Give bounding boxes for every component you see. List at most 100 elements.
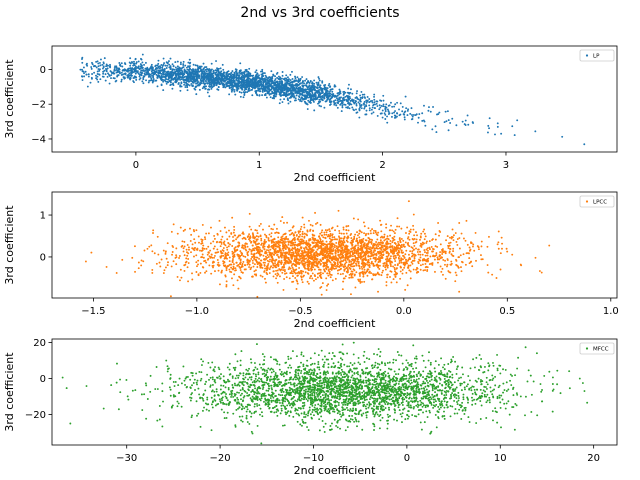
lpcc-point <box>391 246 394 249</box>
lp-point <box>207 88 210 91</box>
lp-point <box>496 122 499 125</box>
lp-point <box>202 68 205 71</box>
lp-point <box>366 99 369 102</box>
lpcc-point <box>346 268 349 271</box>
lp-point <box>321 87 323 90</box>
lpcc-point <box>423 228 426 231</box>
lp-point <box>182 60 185 63</box>
lpcc-point <box>380 253 383 256</box>
lp-point <box>147 75 150 78</box>
lp-point <box>299 93 302 96</box>
lpcc-point <box>350 263 353 266</box>
lp-point <box>130 73 133 76</box>
lpcc-point <box>373 253 376 256</box>
lpcc-point <box>409 228 412 231</box>
lp-point <box>343 99 346 102</box>
lp-point <box>133 64 136 67</box>
lpcc-point <box>442 273 444 276</box>
lp-point <box>321 98 324 101</box>
lpcc-point <box>268 260 271 263</box>
lp-point <box>204 85 206 88</box>
lpcc-point <box>250 240 253 243</box>
lp-point <box>307 86 310 88</box>
lp-point <box>232 78 235 81</box>
lpcc-point <box>359 281 362 284</box>
lp-point <box>309 100 312 103</box>
lpcc-point <box>252 247 255 250</box>
lp-point <box>144 61 147 64</box>
lp-point <box>203 70 206 73</box>
lpcc-point <box>349 272 352 275</box>
lp-point <box>355 103 358 105</box>
lp-point <box>169 75 172 78</box>
lp-point <box>99 64 102 67</box>
lpcc-point <box>268 233 271 236</box>
lp-point <box>534 130 537 133</box>
lp-point <box>163 68 166 70</box>
lpcc-point <box>259 234 262 237</box>
lp-point <box>284 85 287 88</box>
lp-point <box>346 99 349 102</box>
lp-point <box>294 77 297 80</box>
lp-point <box>182 64 185 66</box>
lp-point <box>332 93 335 96</box>
lpcc-point <box>431 250 434 253</box>
lpcc-point <box>332 248 335 250</box>
lp-point <box>267 92 270 95</box>
lp-point <box>235 70 238 73</box>
lp-point <box>325 100 328 102</box>
lpcc-point <box>333 236 336 239</box>
lp-point <box>102 61 105 64</box>
lpcc-point <box>336 238 338 241</box>
lpcc-point <box>208 264 211 267</box>
lp-point <box>162 80 165 83</box>
lpcc-point <box>263 270 266 273</box>
lp-point <box>319 87 322 90</box>
lp-point <box>285 81 288 84</box>
lpcc-point <box>327 274 330 277</box>
lp-point <box>93 64 96 67</box>
lpcc-point <box>370 241 373 244</box>
lp-point <box>186 86 189 89</box>
lp-point <box>90 66 93 69</box>
lpcc-point <box>179 279 181 282</box>
lp-point <box>102 72 105 75</box>
lpcc-point <box>237 235 240 238</box>
lpcc-point <box>466 243 469 246</box>
lp-point <box>120 80 123 83</box>
lpcc-point <box>458 247 461 250</box>
lpcc-point <box>276 281 279 284</box>
lp-point <box>291 70 293 73</box>
lpcc-point <box>224 275 227 278</box>
lpcc-point <box>155 262 158 265</box>
lpcc-point <box>392 257 395 259</box>
lp-point <box>405 107 408 110</box>
lp-point <box>301 76 304 78</box>
lpcc-point <box>328 230 331 233</box>
lpcc-point <box>333 244 336 247</box>
lpcc-point <box>256 232 259 235</box>
lp-point <box>375 102 378 105</box>
lpcc-point <box>231 268 234 270</box>
lp-point <box>169 81 172 84</box>
lpcc-point <box>212 240 215 243</box>
lp-point <box>138 75 141 78</box>
lpcc-point <box>294 231 297 234</box>
lpcc-point <box>393 250 395 253</box>
lpcc-point <box>395 256 397 259</box>
lpcc-point <box>394 260 397 263</box>
lpcc-point <box>277 231 280 234</box>
lp-point <box>354 96 357 99</box>
lp-point <box>246 78 249 81</box>
lpcc-point <box>267 237 270 240</box>
lpcc-point <box>429 255 432 258</box>
lpcc-point <box>342 239 345 242</box>
lp-point <box>162 57 165 60</box>
lp-point <box>487 124 490 127</box>
lp-legend-box <box>579 49 615 62</box>
lp-point <box>143 70 146 72</box>
lp-point <box>399 113 402 116</box>
lp-point <box>326 98 329 101</box>
lp-point <box>380 99 383 102</box>
lpcc-point <box>202 256 205 259</box>
